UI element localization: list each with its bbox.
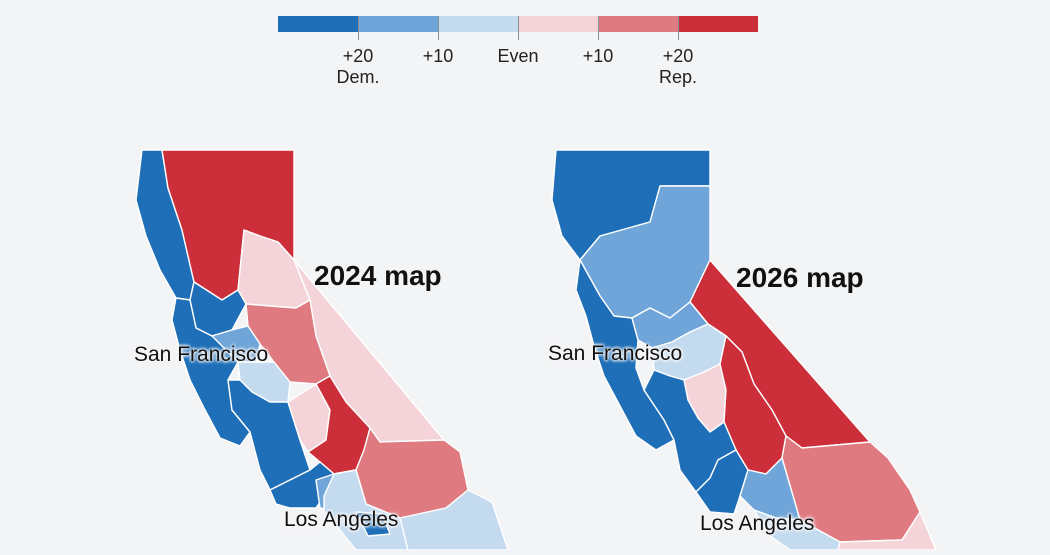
- legend-label-dem-20: +20 Dem.: [336, 46, 380, 87]
- district: [355, 511, 391, 537]
- city-label-los-angeles: Los Angeles: [284, 508, 399, 531]
- legend-label-dem-10: +10: [422, 46, 454, 66]
- legend-tick: [438, 16, 439, 40]
- legend-swatch-dem-slight: [438, 16, 518, 32]
- partisan-lean-legend: +20 Dem. +10 Even +10 +20 Rep.: [0, 0, 1050, 100]
- legend-tick: [678, 16, 679, 40]
- legend-swatch-rep-strong: [678, 16, 758, 32]
- map-2024-panel: 2024 map San Francisco Los Angeles: [120, 140, 520, 551]
- legend-tick: [518, 16, 519, 40]
- map-2024-title: 2024 map: [314, 260, 442, 291]
- district: [643, 369, 737, 493]
- legend-swatch-rep-lean: [598, 16, 678, 32]
- map-2026-svg: [551, 149, 937, 551]
- legend-swatch-dem-strong: [278, 16, 358, 32]
- legend-label-rep-20: +20 Rep.: [658, 46, 698, 87]
- city-label-san-francisco: San Francisco: [548, 342, 683, 365]
- city-label-san-francisco: San Francisco: [134, 343, 269, 366]
- legend-label-even: Even: [497, 46, 539, 66]
- map-2024-svg: [135, 149, 509, 551]
- legend-label-rep-10: +10: [582, 46, 614, 66]
- map-2026-panel: 2026 map San Francisco Los Angeles: [540, 140, 940, 551]
- legend-swatch-dem-lean: [358, 16, 438, 32]
- map-2026-title: 2026 map: [736, 262, 864, 293]
- city-label-los-angeles: Los Angeles: [700, 512, 815, 535]
- legend-tick: [358, 16, 359, 40]
- legend-swatch-rep-slight: [518, 16, 598, 32]
- legend-tick: [598, 16, 599, 40]
